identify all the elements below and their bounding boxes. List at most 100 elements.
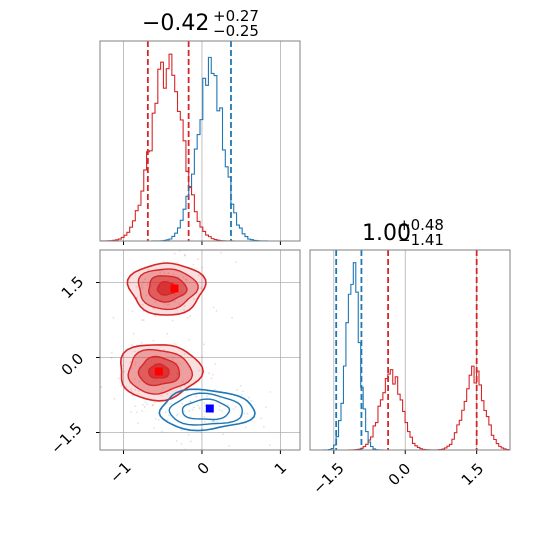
sample-point — [211, 373, 214, 376]
sample-point — [152, 339, 155, 342]
sample-point — [154, 315, 157, 317]
sample-point — [145, 294, 148, 297]
sample-point — [182, 276, 185, 279]
sample-point — [153, 401, 156, 404]
sample-point — [215, 244, 217, 246]
sample-point — [250, 399, 253, 402]
sample-point — [152, 307, 155, 310]
sample-point — [215, 309, 218, 312]
sample-point — [183, 353, 186, 356]
sample-point — [130, 388, 133, 391]
sample-point — [190, 248, 192, 250]
joint-xtick: −1 — [106, 458, 134, 486]
sample-point — [175, 343, 177, 346]
sample-point — [110, 357, 113, 359]
sample-point — [146, 284, 149, 287]
sample-point — [151, 223, 153, 225]
sample-point — [129, 361, 132, 364]
sample-point — [189, 315, 192, 317]
sample-point — [162, 260, 165, 263]
sample-point — [160, 430, 163, 433]
sample-point — [212, 420, 215, 423]
sample-point — [231, 316, 233, 319]
sample-point — [235, 261, 238, 264]
sample-point — [157, 419, 160, 421]
sample-point — [110, 352, 113, 354]
sample-point — [203, 404, 206, 407]
sample-point — [130, 411, 133, 413]
sample-point — [176, 261, 179, 264]
sample-point — [141, 410, 143, 412]
sample-point — [88, 385, 90, 387]
joint-ytick: 0.0 — [58, 350, 88, 380]
sample-point — [213, 388, 216, 391]
joint-xtick: 1 — [271, 459, 290, 478]
marginal-y-title-sub: −1.41 — [398, 231, 444, 249]
sample-point — [168, 414, 170, 417]
sample-point — [197, 404, 199, 406]
sample-point — [171, 319, 174, 322]
sample-point — [129, 281, 132, 284]
sample-point — [183, 410, 185, 413]
sample-point — [136, 422, 139, 425]
sample-point — [132, 332, 135, 335]
sample-point — [181, 402, 184, 405]
sample-point — [171, 358, 174, 360]
sample-point — [216, 420, 219, 423]
sample-point — [100, 386, 103, 388]
histogram-blue — [101, 56, 299, 242]
marginal-x-frame — [99, 40, 301, 242]
sample-point — [140, 341, 143, 344]
sample-point — [135, 285, 138, 288]
sample-point — [131, 343, 133, 346]
sample-point — [166, 332, 169, 335]
sample-point — [218, 405, 221, 407]
sample-point — [179, 386, 182, 389]
sample-point — [203, 410, 206, 413]
sample-point — [131, 310, 134, 313]
contour-blue — [168, 392, 243, 426]
sample-point — [203, 402, 206, 405]
sample-point — [166, 304, 169, 306]
contour-blue — [181, 398, 231, 421]
sample-point — [227, 404, 229, 407]
sample-point — [151, 404, 154, 407]
sample-point — [200, 431, 203, 434]
marginal-y-title-value: 1.00 — [362, 221, 411, 246]
sample-point — [189, 400, 192, 403]
sample-point — [141, 286, 144, 289]
sample-point — [246, 412, 249, 415]
sample-point — [248, 396, 250, 399]
true-value-marker — [205, 404, 214, 413]
sample-point — [222, 433, 224, 436]
sample-point — [195, 395, 198, 398]
sample-point — [236, 389, 239, 391]
sample-point — [208, 372, 210, 375]
sample-point — [213, 419, 216, 422]
sample-point — [213, 420, 215, 422]
sample-point — [162, 387, 164, 390]
sample-point — [147, 268, 150, 271]
true-value-marker — [154, 367, 163, 376]
sample-point — [135, 411, 138, 414]
sample-point — [134, 405, 137, 408]
marginal-y-xtick: 0.0 — [385, 460, 415, 490]
sample-point — [195, 391, 198, 394]
sample-point — [183, 305, 186, 307]
sample-point — [134, 388, 137, 391]
sample-point — [97, 346, 99, 348]
joint-panel: −1 0 1 −1.5 0.0 1.5 — [47, 223, 301, 487]
sample-point — [184, 278, 187, 281]
sample-point — [214, 362, 217, 365]
sample-point — [243, 412, 246, 415]
sample-point — [197, 274, 200, 277]
sample-point — [166, 418, 169, 421]
sample-point — [264, 406, 267, 408]
sample-point — [175, 414, 178, 417]
sample-point — [134, 377, 136, 380]
sample-point — [189, 440, 192, 443]
sample-point — [221, 410, 223, 412]
marginal-x-title-sup: +0.27 — [213, 7, 259, 25]
sample-point — [189, 400, 192, 403]
sample-point — [198, 369, 201, 372]
